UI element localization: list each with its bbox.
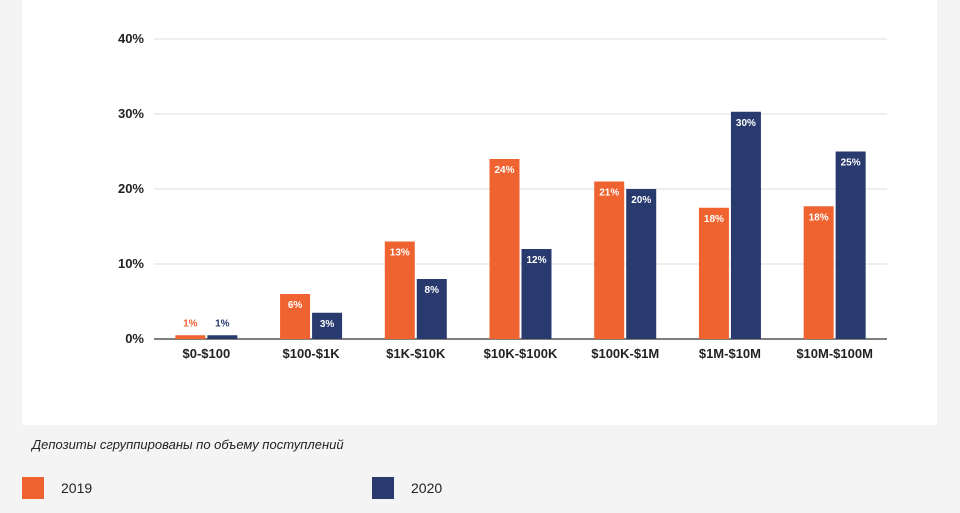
bar-2020 — [416, 279, 447, 339]
bar-2020 — [835, 151, 866, 339]
chart-panel: 0% 10% 20% 30% 40% 1% 1% 6% 3% 13% 8% 24% 12% 21% 20%… — [22, 0, 937, 425]
bar-2020 — [521, 249, 552, 339]
bar-2020 — [730, 111, 761, 339]
gridlines — [154, 38, 887, 340]
x-tick-label: $10M-$100M — [796, 346, 873, 361]
data-label-2020: 20% — [631, 195, 651, 206]
bars — [175, 111, 866, 339]
bar-2019 — [175, 335, 206, 339]
legend-item-2019: 2019 — [22, 477, 92, 499]
data-label-2019: 6% — [288, 300, 303, 311]
data-label-2020: 1% — [215, 318, 230, 329]
data-label-2019: 24% — [494, 165, 514, 176]
bar-2019 — [594, 181, 625, 339]
chart-caption: Депозиты сгруппированы по объему поступл… — [32, 437, 344, 452]
data-label-2019: 21% — [599, 188, 619, 199]
x-tick-label: $10K-$100K — [484, 346, 558, 361]
data-label-2020: 3% — [320, 319, 335, 330]
x-tick-label: $0-$100 — [182, 346, 230, 361]
data-label-2020: 25% — [841, 158, 861, 169]
y-tick-label: 30% — [118, 106, 144, 121]
y-tick-label: 20% — [118, 181, 144, 196]
x-tick-label: $1K-$10K — [386, 346, 446, 361]
y-axis-ticks: 0% 10% 20% 30% 40% — [118, 31, 144, 346]
x-tick-label: $1M-$10M — [699, 346, 761, 361]
bar-chart: 0% 10% 20% 30% 40% 1% 1% 6% 3% 13% 8% 24% 12% 21% 20%… — [118, 31, 887, 361]
legend-swatch-2019 — [22, 477, 44, 499]
data-label-2020: 12% — [526, 255, 546, 266]
bar-2020 — [207, 335, 238, 339]
data-label-2019: 18% — [704, 214, 724, 225]
legend-item-2020: 2020 — [372, 477, 442, 499]
y-tick-label: 40% — [118, 31, 144, 46]
bar-2019 — [803, 206, 834, 339]
data-labels: 1% 1% 6% 3% 13% 8% 24% 12% 21% 20% 18% 30% 18% 25% — [183, 118, 861, 330]
data-label-2020: 30% — [736, 118, 756, 129]
bar-2019 — [384, 241, 415, 339]
legend-label-2020: 2020 — [411, 480, 443, 496]
x-tick-label: $100-$1K — [283, 346, 341, 361]
y-tick-label: 10% — [118, 256, 144, 271]
bar-2020 — [626, 189, 657, 339]
legend-swatch-2020 — [372, 477, 394, 499]
x-tick-label: $100K-$1M — [591, 346, 659, 361]
bar-2019 — [280, 294, 311, 339]
legend-label-2019: 2019 — [61, 480, 93, 496]
y-tick-label: 0% — [125, 331, 144, 346]
data-label-2019: 18% — [809, 212, 829, 223]
bar-2020 — [312, 312, 343, 339]
x-axis-ticks: $0-$100 $100-$1K $1K-$10K $10K-$100K $100K-$… — [182, 346, 872, 361]
data-label-2019: 1% — [183, 318, 198, 329]
data-label-2019: 13% — [390, 248, 410, 259]
bar-2019 — [489, 159, 520, 339]
data-label-2020: 8% — [425, 285, 440, 296]
bar-2019 — [698, 207, 729, 339]
